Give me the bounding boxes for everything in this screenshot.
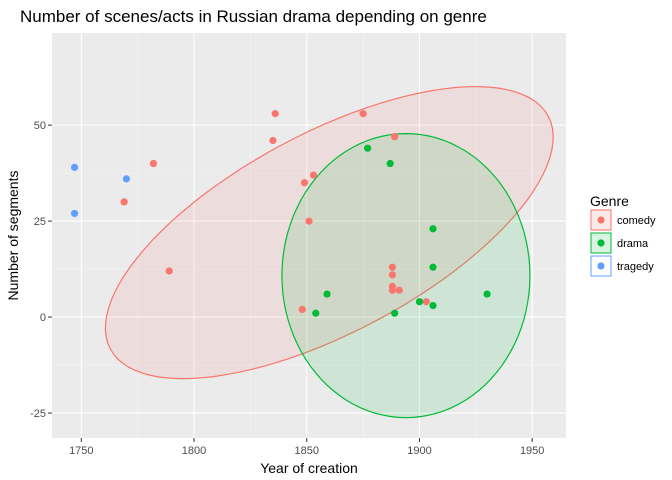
point-comedy xyxy=(300,179,309,187)
point-comedy xyxy=(391,133,399,141)
point-comedy xyxy=(395,286,403,294)
y-axis-ticks: -25 0 25 50 xyxy=(30,120,52,420)
point-tragedy xyxy=(70,163,79,171)
point-drama xyxy=(323,290,331,298)
point-tragedy xyxy=(122,175,130,183)
y-tick-label: 50 xyxy=(34,120,46,132)
y-tick-label: 25 xyxy=(34,216,46,228)
legend-title: Genre xyxy=(590,193,629,209)
legend-dot-tragedy xyxy=(597,262,605,270)
point-comedy xyxy=(149,159,158,168)
legend-dot-drama xyxy=(597,239,605,247)
x-axis-ticks: 1750 1800 1850 1900 1950 xyxy=(69,438,544,457)
y-tick-label: 0 xyxy=(40,312,46,324)
confidence-ellipses xyxy=(104,85,554,419)
point-comedy xyxy=(388,263,397,271)
point-drama xyxy=(312,309,320,317)
x-axis-title: Year of creation xyxy=(260,460,358,476)
legend-label-drama: drama xyxy=(617,238,649,250)
ellipse-comedy xyxy=(104,85,554,380)
point-drama xyxy=(429,225,437,233)
point-comedy xyxy=(359,110,367,118)
point-tragedy xyxy=(70,209,79,218)
ellipse-drama xyxy=(281,132,531,419)
legend: Genre comedy drama tragedy xyxy=(590,193,656,277)
point-comedy xyxy=(165,267,173,275)
point-drama xyxy=(386,159,394,168)
point-drama xyxy=(415,298,424,306)
point-comedy xyxy=(388,286,397,294)
point-comedy xyxy=(269,136,277,145)
x-tick-label: 1900 xyxy=(407,445,431,457)
y-tick-label: -25 xyxy=(30,408,46,420)
legend-label-comedy: comedy xyxy=(617,215,656,227)
point-comedy xyxy=(298,305,306,313)
x-tick-label: 1850 xyxy=(295,445,319,457)
point-drama xyxy=(364,144,372,152)
point-comedy xyxy=(305,217,313,225)
y-axis-title: Number of segments xyxy=(5,171,21,301)
x-tick-label: 1800 xyxy=(182,445,206,457)
x-tick-label: 1750 xyxy=(69,445,93,457)
legend-label-tragedy: tragedy xyxy=(617,261,654,273)
point-comedy xyxy=(120,198,128,206)
point-comedy xyxy=(388,271,397,279)
point-drama xyxy=(391,309,399,317)
legend-key-tragedy xyxy=(590,255,612,277)
point-comedy xyxy=(271,110,279,118)
point-drama xyxy=(429,263,437,271)
chart-title: Number of scenes/acts in Russian drama d… xyxy=(20,7,487,26)
x-tick-label: 1950 xyxy=(520,445,544,457)
point-drama xyxy=(483,290,491,298)
point-comedy xyxy=(422,298,430,306)
point-drama xyxy=(429,301,437,310)
point-comedy xyxy=(309,171,318,179)
legend-dot-comedy xyxy=(597,216,605,224)
data-points xyxy=(70,110,491,317)
